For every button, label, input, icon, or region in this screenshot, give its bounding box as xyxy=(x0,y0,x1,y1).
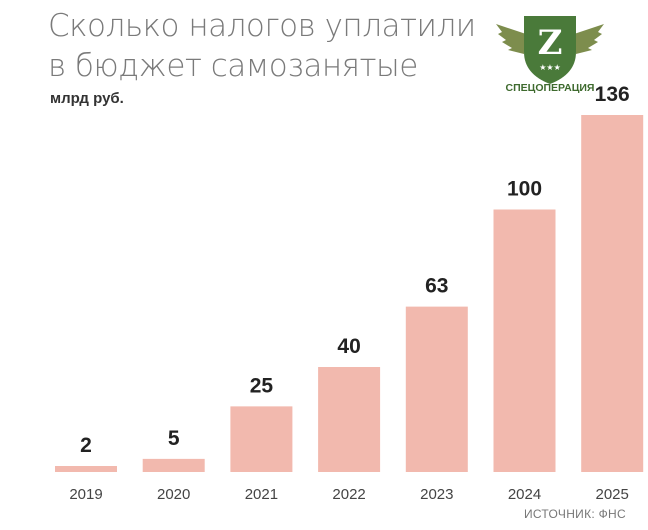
bar-2025 xyxy=(581,115,644,472)
logo-letter: Z xyxy=(538,23,563,63)
bar-2021 xyxy=(230,406,293,472)
bar-2020 xyxy=(142,458,205,472)
chart-title-line-2: в бюджет самозанятые xyxy=(48,48,418,84)
bar-2023 xyxy=(405,306,468,472)
bar-2019 xyxy=(55,466,117,472)
x-tick-label-2020: 2020 xyxy=(157,486,190,503)
value-label-2020: 5 xyxy=(168,427,180,450)
shield-icon xyxy=(524,16,576,84)
source-note: ИСТОЧНИК: ФНС xyxy=(523,507,626,521)
value-label-2023: 63 xyxy=(425,275,448,298)
logo-caption: СПЕЦОПЕРАЦИЯ xyxy=(506,82,595,94)
value-label-2024: 100 xyxy=(507,178,542,201)
value-label-2025: 136 xyxy=(595,83,630,106)
unit-label: млрд руб. xyxy=(50,90,124,107)
bar-2022 xyxy=(318,367,381,472)
x-tick-label-2025: 2025 xyxy=(596,486,629,503)
bar-2024 xyxy=(493,209,556,472)
x-tick-label-2022: 2022 xyxy=(332,486,365,503)
logo-stars: ★★★ xyxy=(539,63,561,72)
value-label-2019: 2 xyxy=(80,434,92,457)
x-tick-label-2021: 2021 xyxy=(245,486,278,503)
spec-operation-logo: Z ★★★ СПЕЦОПЕРАЦИЯ xyxy=(496,16,604,94)
chart-title-line-1: Сколько налогов уплатили xyxy=(48,8,476,44)
value-label-2021: 25 xyxy=(250,374,274,397)
x-tick-label-2019: 2019 xyxy=(69,486,102,503)
x-tick-label-2024: 2024 xyxy=(508,486,541,503)
x-tick-label-2023: 2023 xyxy=(420,486,453,503)
wings-icon xyxy=(496,24,604,54)
chart-title: Сколько налогов уплатили в бюджет самоза… xyxy=(48,6,476,86)
value-label-2022: 40 xyxy=(337,335,360,358)
